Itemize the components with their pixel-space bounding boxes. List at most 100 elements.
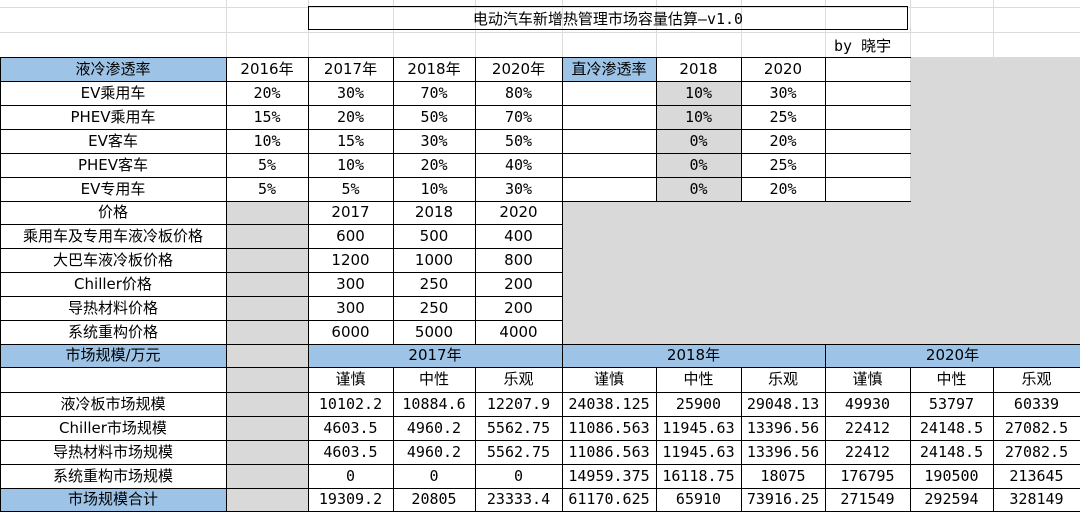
- price-cell[interactable]: 300: [336, 298, 365, 317]
- liquid-penetration-cell[interactable]: 20%: [336, 107, 365, 126]
- market-value-cell[interactable]: 0: [345, 466, 356, 485]
- price-header[interactable]: 价格: [97, 203, 128, 221]
- direct-penetration-cell[interactable]: 25%: [769, 155, 797, 174]
- liquid-penetration-cell[interactable]: 50%: [420, 107, 448, 126]
- price-cell[interactable]: 1000: [414, 250, 454, 269]
- liquid-penetration-cell[interactable]: 50%: [504, 131, 533, 150]
- market-value-cell[interactable]: 5562.75: [486, 418, 551, 437]
- market-value-cell[interactable]: 22412: [844, 418, 891, 437]
- liquid-year-header[interactable]: 2016年: [240, 59, 294, 78]
- price-cell[interactable]: 800: [504, 250, 533, 269]
- market-total-cell[interactable]: 292594: [924, 490, 979, 508]
- market-value-cell[interactable]: 4603.5: [323, 442, 378, 461]
- liquid-penetration-cell[interactable]: 10%: [253, 131, 281, 150]
- liquid-penetration-cell[interactable]: 20%: [420, 155, 448, 174]
- market-value-cell[interactable]: 11086.563: [568, 418, 650, 437]
- market-value-cell[interactable]: 190500: [924, 466, 979, 485]
- market-value-cell[interactable]: 13396.56: [746, 442, 820, 461]
- price-cell[interactable]: 400: [504, 226, 533, 245]
- liquid-penetration-header[interactable]: 液冷渗透率: [0, 57, 226, 81]
- sheet-title[interactable]: 电动汽车新增热管理市场容量估算—v1.0: [308, 6, 908, 30]
- direct-penetration-cell[interactable]: 30%: [769, 83, 797, 102]
- liquid-vehicle-label[interactable]: EV客车: [88, 131, 138, 150]
- liquid-vehicle-label[interactable]: PHEV乘用车: [70, 107, 156, 126]
- market-value-cell[interactable]: 22412: [844, 442, 891, 461]
- scenario-header[interactable]: 中性: [936, 370, 967, 388]
- author-note[interactable]: by 晓宇: [834, 36, 892, 55]
- price-item-label[interactable]: 系统重构价格: [67, 322, 158, 341]
- price-cell[interactable]: 200: [504, 274, 533, 293]
- market-total-cell[interactable]: 328149: [1009, 490, 1064, 508]
- price-item-label[interactable]: 导热材料价格: [67, 298, 158, 317]
- price-item-label[interactable]: 大巴车液冷板价格: [52, 250, 173, 269]
- market-value-cell[interactable]: 5562.75: [486, 442, 551, 461]
- market-value-cell[interactable]: 4960.2: [406, 418, 462, 437]
- price-year-header[interactable]: 2018: [414, 203, 454, 221]
- liquid-penetration-cell[interactable]: 10%: [420, 179, 448, 198]
- direct-year-header[interactable]: 2020: [763, 59, 803, 78]
- market-value-cell[interactable]: 24148.5: [919, 442, 984, 461]
- direct-penetration-cell[interactable]: 20%: [769, 179, 797, 198]
- liquid-penetration-cell[interactable]: 70%: [504, 107, 533, 126]
- market-value-cell[interactable]: 176795: [840, 466, 895, 485]
- scenario-header[interactable]: 谨慎: [335, 370, 366, 388]
- liquid-penetration-cell[interactable]: 40%: [504, 155, 533, 174]
- market-row-label[interactable]: Chiller市场规模: [59, 418, 167, 437]
- price-cell[interactable]: 250: [419, 274, 449, 293]
- price-cell[interactable]: 600: [336, 226, 365, 245]
- market-value-cell[interactable]: 11945.63: [662, 442, 735, 461]
- liquid-vehicle-label[interactable]: EV乘用车: [80, 83, 146, 102]
- liquid-penetration-cell[interactable]: 20%: [253, 83, 281, 102]
- liquid-year-header[interactable]: 2020年: [491, 59, 546, 78]
- price-year-header[interactable]: 2017: [331, 203, 370, 221]
- market-value-cell[interactable]: 213645: [1009, 466, 1064, 485]
- market-value-cell[interactable]: 49930: [844, 394, 891, 413]
- market-value-cell[interactable]: 10884.6: [402, 394, 466, 413]
- liquid-vehicle-label[interactable]: EV专用车: [80, 179, 146, 198]
- price-cell[interactable]: 500: [419, 226, 449, 245]
- market-value-cell[interactable]: 11945.63: [662, 418, 735, 437]
- market-value-cell[interactable]: 11086.563: [568, 442, 650, 461]
- direct-penetration-cell[interactable]: 0%: [689, 155, 708, 174]
- liquid-penetration-cell[interactable]: 80%: [504, 83, 533, 102]
- liquid-penetration-cell[interactable]: 15%: [336, 131, 365, 150]
- market-total-cell[interactable]: 65910: [675, 490, 722, 508]
- market-value-cell[interactable]: 25900: [675, 394, 722, 413]
- market-value-cell[interactable]: 10102.2: [318, 394, 383, 413]
- scenario-header[interactable]: 谨慎: [852, 370, 883, 388]
- market-year-2020[interactable]: 2020年: [825, 344, 1080, 367]
- scenario-header[interactable]: 乐观: [1021, 370, 1052, 388]
- market-value-cell[interactable]: 0: [513, 466, 524, 485]
- scenario-header[interactable]: 乐观: [767, 370, 798, 388]
- price-cell[interactable]: 250: [419, 298, 449, 317]
- direct-penetration-cell[interactable]: 0%: [689, 179, 708, 198]
- price-item-label[interactable]: 乘用车及专用车液冷板价格: [22, 226, 203, 245]
- market-value-cell[interactable]: 29048.13: [746, 394, 820, 413]
- market-value-cell[interactable]: 27082.5: [1004, 442, 1069, 461]
- market-row-label[interactable]: 液冷板市场规模: [60, 394, 166, 413]
- market-year-2017[interactable]: 2017年: [308, 344, 562, 367]
- market-value-cell[interactable]: 12207.9: [486, 394, 551, 413]
- price-cell[interactable]: 5000: [414, 322, 454, 341]
- market-value-cell[interactable]: 27082.5: [1004, 418, 1069, 437]
- price-cell[interactable]: 1200: [331, 250, 370, 269]
- market-total-cell[interactable]: 271549: [840, 490, 895, 508]
- market-value-cell[interactable]: 14959.375: [568, 466, 650, 485]
- price-year-header[interactable]: 2020: [499, 203, 538, 221]
- market-value-cell[interactable]: 24038.125: [568, 394, 650, 413]
- liquid-penetration-cell[interactable]: 30%: [336, 83, 365, 102]
- direct-penetration-cell[interactable]: 25%: [769, 107, 797, 126]
- direct-penetration-cell[interactable]: 20%: [769, 131, 797, 150]
- liquid-penetration-cell[interactable]: 15%: [253, 107, 281, 126]
- liquid-penetration-cell[interactable]: 10%: [336, 155, 365, 174]
- direct-cooling-blank-cell[interactable]: [656, 81, 741, 201]
- market-total-label[interactable]: 市场规模合计: [0, 488, 226, 511]
- market-total-cell[interactable]: 61170.625: [568, 490, 650, 508]
- price-cell[interactable]: 300: [336, 274, 365, 293]
- market-total-cell[interactable]: 23333.4: [486, 490, 551, 508]
- direct-year-header[interactable]: 2018: [679, 59, 718, 78]
- scenario-header[interactable]: 谨慎: [593, 370, 624, 388]
- price-cell[interactable]: 4000: [499, 322, 538, 341]
- market-value-cell[interactable]: 60339: [1013, 394, 1060, 413]
- market-total-cell[interactable]: 20805: [411, 490, 457, 508]
